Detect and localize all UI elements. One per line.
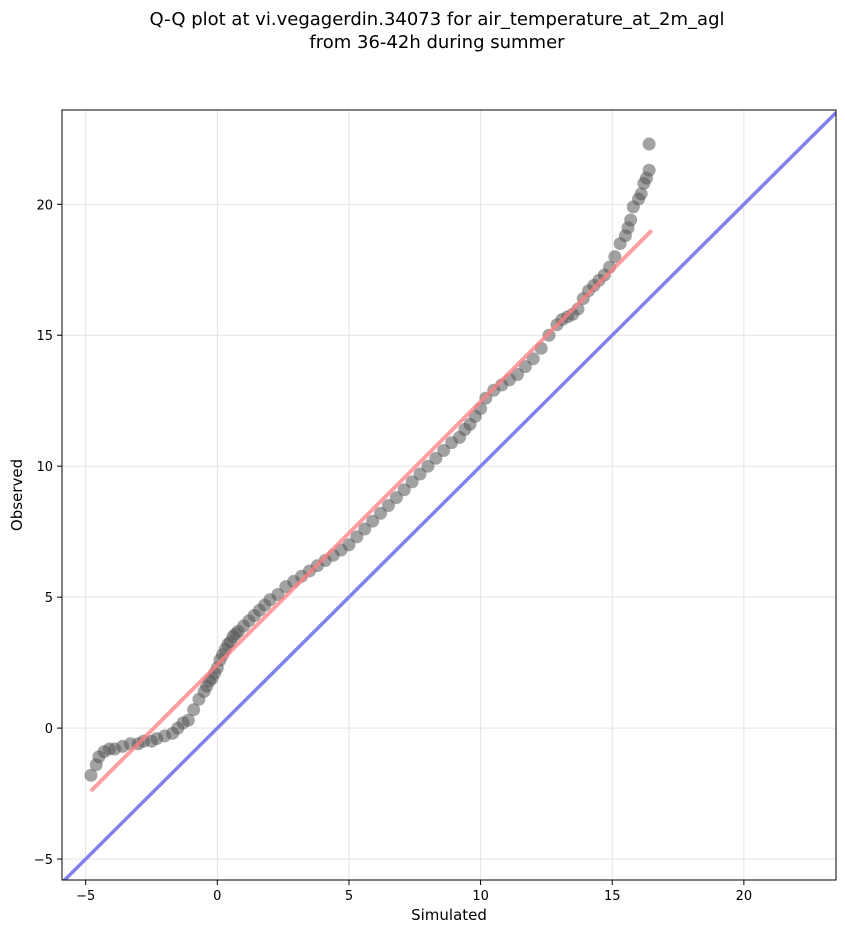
- y-tick-label: 0: [45, 722, 53, 737]
- grid: [62, 110, 836, 880]
- qq-point: [437, 443, 451, 457]
- y-axis-label: Observed: [8, 459, 26, 531]
- qq-point: [358, 522, 372, 536]
- qq-point: [271, 588, 285, 602]
- fit-line: [89, 229, 654, 793]
- qq-point: [405, 475, 419, 489]
- chart-title-line2: from 36-42h during summer: [309, 32, 565, 53]
- qq-point: [642, 163, 656, 177]
- qq-point: [634, 187, 648, 201]
- identity-line: [62, 111, 836, 880]
- axis-ticks: −5 0 5 10 15 20 −5 0 5 10 15 20: [34, 198, 752, 904]
- qq-point: [84, 768, 98, 782]
- qq-point: [624, 213, 638, 227]
- x-tick-label: −5: [76, 889, 95, 904]
- qq-point: [181, 713, 195, 727]
- x-tick-label: 5: [345, 889, 353, 904]
- qq-point: [397, 483, 411, 497]
- qq-point: [421, 459, 435, 473]
- y-tick-label: 20: [36, 198, 53, 213]
- chart-title-line1: Q-Q plot at vi.vegagerdin.34073 for air_…: [150, 9, 725, 30]
- y-tick-label: 10: [36, 460, 53, 475]
- qq-point: [429, 451, 443, 465]
- y-tick-label: −5: [34, 853, 53, 868]
- qq-point: [389, 491, 403, 505]
- qq-point: [350, 530, 364, 544]
- qq-point: [187, 703, 201, 717]
- x-tick-label: 20: [736, 889, 753, 904]
- x-tick-label: 10: [472, 889, 489, 904]
- qq-point: [381, 498, 395, 512]
- plot-frame: [61, 109, 837, 881]
- qq-point: [413, 467, 427, 481]
- qq-point: [366, 514, 380, 528]
- qq-point: [518, 360, 532, 374]
- qq-point: [526, 352, 540, 366]
- x-tick-label: 15: [604, 889, 621, 904]
- clipped-plot-area: [62, 111, 836, 880]
- qq-point: [342, 538, 356, 552]
- qq-point: [642, 137, 656, 151]
- y-tick-label: 15: [36, 329, 53, 344]
- plot-data: [62, 111, 836, 880]
- y-tick-label: 5: [45, 591, 53, 606]
- qq-point: [374, 506, 388, 520]
- qq-point: [510, 368, 524, 382]
- qq-point: [608, 250, 622, 264]
- x-tick-label: 0: [213, 889, 221, 904]
- x-axis-label: Simulated: [411, 906, 487, 924]
